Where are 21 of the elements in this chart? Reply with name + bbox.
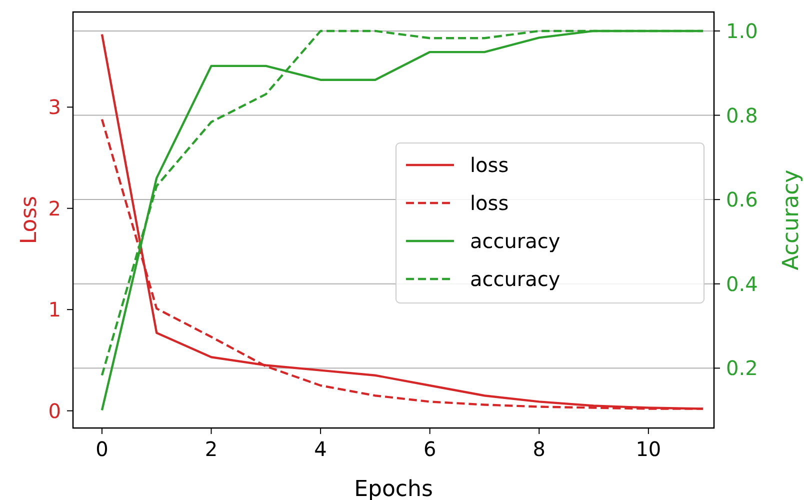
- y2-axis-title: Accuracy: [779, 170, 804, 270]
- y-tick-label: 2: [48, 196, 61, 220]
- y2-tick-label: 0.8: [726, 103, 758, 128]
- legend-label: accuracy: [470, 267, 560, 291]
- x-tick-label: 10: [636, 437, 662, 461]
- y-axis-title: Loss: [17, 196, 42, 244]
- x-tick-label: 4: [314, 437, 327, 461]
- y-tick-label: 1: [48, 298, 61, 322]
- y-tick-label: 0: [48, 398, 61, 423]
- x-tick-label: 0: [96, 437, 108, 461]
- y-tick-label: 3: [48, 95, 61, 120]
- y2-tick-label: 1.0: [726, 18, 758, 43]
- legend-label: loss: [470, 153, 509, 177]
- legend-label: accuracy: [470, 229, 560, 253]
- x-tick-label: 8: [532, 437, 546, 461]
- x-tick-label: 2: [204, 437, 218, 461]
- x-tick-label: 6: [423, 437, 436, 461]
- y2-tick-label: 0.4: [726, 272, 758, 296]
- y2-tick-label: 0.6: [726, 188, 758, 212]
- legend-label: loss: [470, 191, 509, 215]
- y2-tick-label: 0.2: [726, 356, 758, 380]
